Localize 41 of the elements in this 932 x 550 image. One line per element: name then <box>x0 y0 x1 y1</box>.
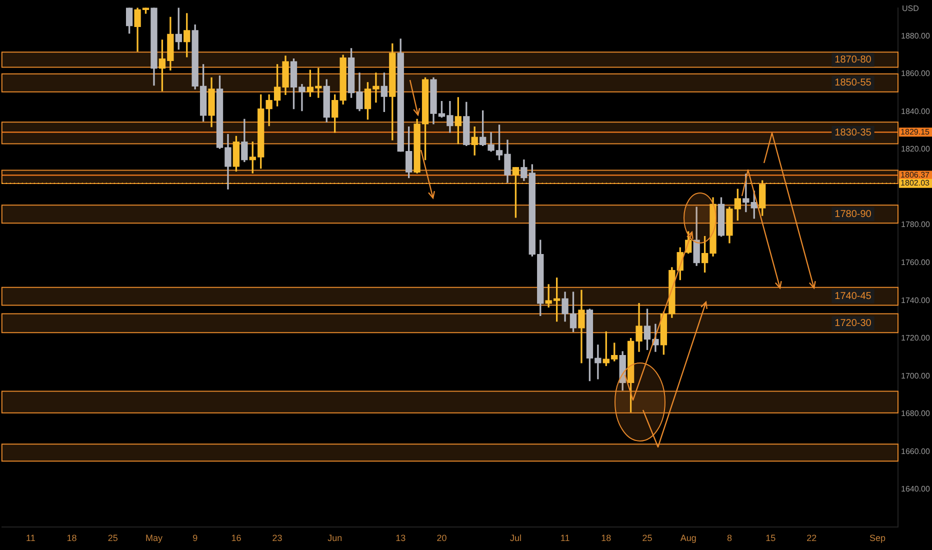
band-label: 1740-45 <box>834 291 872 302</box>
y-tick-label: 1820.00 <box>901 144 930 154</box>
y-tick-label: 1660.00 <box>901 446 930 456</box>
x-tick-label: 9 <box>192 533 198 544</box>
x-tick-label: Aug <box>680 533 696 544</box>
y-tick-label: 1680.00 <box>901 409 930 418</box>
y-tick-label: 1860.00 <box>901 69 930 78</box>
y-tick-label: 1720.00 <box>901 334 930 343</box>
x-tick-label: 23 <box>272 533 282 544</box>
x-tick-label: 15 <box>766 533 776 544</box>
x-tick-label: 11 <box>560 533 570 544</box>
y-tick-label: 1700.00 <box>901 371 930 380</box>
x-tick-label: Jun <box>328 533 342 544</box>
x-tick-label: 25 <box>642 533 652 544</box>
y-tick-label: 1640.00 <box>901 484 930 494</box>
ref-line-label: 1806.37 <box>900 170 930 180</box>
y-tick-label: 1840.00 <box>901 106 930 116</box>
x-tick-label: 18 <box>601 533 612 544</box>
y-axis-title: USD <box>902 4 920 14</box>
x-tick-label: 13 <box>396 533 406 544</box>
x-tick-label: 8 <box>726 533 732 544</box>
band-label: 1870-80 <box>834 54 872 66</box>
x-tick-label: 18 <box>66 533 77 544</box>
x-tick-label: May <box>145 533 163 544</box>
band-label: 1720-30 <box>834 318 872 329</box>
band-label: 1830-35 <box>834 128 872 139</box>
x-tick-label: Sep <box>869 533 886 544</box>
x-tick-label: 16 <box>231 533 242 544</box>
x-tick-label: 25 <box>108 533 118 544</box>
band-label: 1780-90 <box>834 208 872 220</box>
x-tick-label: 11 <box>26 533 36 544</box>
y-tick-label: 1740.00 <box>901 296 930 305</box>
x-tick-label: 20 <box>436 533 447 544</box>
ref-line-label: 1802.03 <box>900 178 930 188</box>
x-tick-label: Jul <box>510 533 522 544</box>
y-tick-label: 1880.00 <box>901 31 930 40</box>
x-tick-label: 22 <box>806 533 817 544</box>
ref-line-label: 1829.15 <box>900 127 930 136</box>
band-label: 1850-55 <box>834 78 872 89</box>
y-tick-label: 1780.00 <box>901 220 930 230</box>
y-tick-label: 1760.00 <box>901 258 930 267</box>
